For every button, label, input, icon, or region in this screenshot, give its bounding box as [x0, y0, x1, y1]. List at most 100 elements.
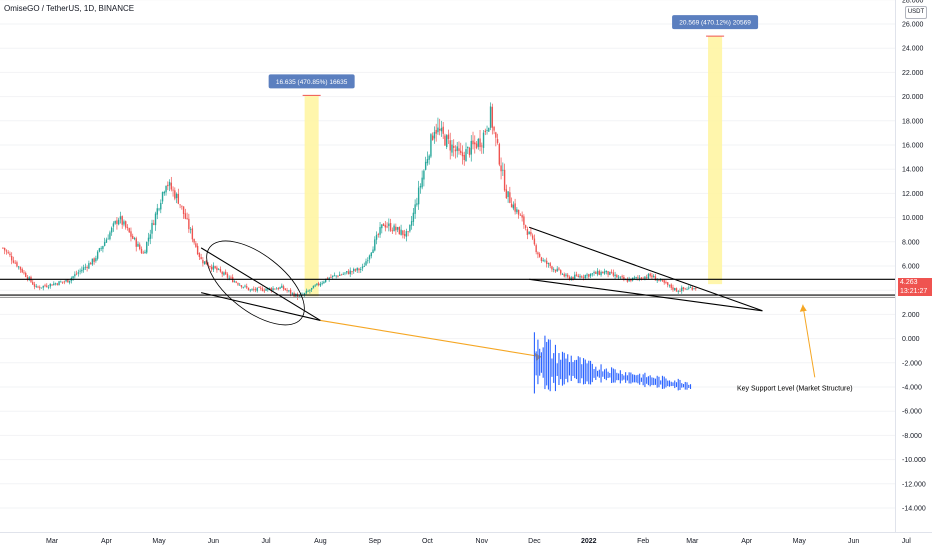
- y-tick-label: -8.000: [902, 433, 922, 440]
- y-tick-label: 10.000: [902, 215, 924, 222]
- candle-body: [410, 221, 413, 226]
- candle-body: [167, 184, 169, 187]
- candle-body: [196, 245, 199, 255]
- candle-body: [60, 281, 62, 283]
- candle-body: [242, 286, 244, 288]
- candle-body: [209, 266, 211, 268]
- candle-body: [279, 287, 281, 289]
- candle-body: [117, 219, 120, 225]
- wedge-lower-line-right: [529, 278, 763, 312]
- x-tick-label: Mar: [46, 538, 59, 545]
- candle-body: [375, 234, 378, 240]
- candle-body: [679, 290, 681, 292]
- candle-body: [563, 274, 565, 277]
- candle-body: [635, 277, 637, 278]
- candle-body: [449, 140, 451, 151]
- candle-body: [454, 149, 457, 152]
- candle-body: [588, 274, 590, 277]
- candle-body: [32, 282, 34, 285]
- candle-body: [335, 275, 337, 277]
- candle-body: [584, 275, 586, 278]
- candle-body: [163, 191, 165, 194]
- candle-body: [153, 223, 155, 225]
- candle-body: [502, 169, 504, 171]
- candle-body: [475, 143, 478, 149]
- candle-body: [193, 238, 195, 243]
- candle-body: [130, 231, 132, 237]
- candle-body: [689, 287, 692, 289]
- candle-body: [202, 259, 204, 264]
- candle-body: [633, 277, 636, 279]
- candle-body: [665, 282, 667, 284]
- candle-body: [174, 190, 176, 199]
- candle-body: [249, 289, 251, 291]
- candle-body: [184, 213, 187, 219]
- candle-body: [151, 222, 153, 234]
- currency-badge[interactable]: USDT: [905, 6, 927, 19]
- candle-body: [598, 271, 601, 275]
- y-tick-label: 8.000: [902, 239, 920, 246]
- candle-body: [82, 267, 85, 271]
- candle-body: [416, 203, 418, 205]
- candle-body: [514, 203, 516, 212]
- candle-body: [503, 169, 506, 191]
- candle-body: [274, 288, 276, 290]
- candle-body: [344, 272, 346, 274]
- candle-body: [424, 161, 427, 170]
- y-tick-label: -14.000: [902, 506, 926, 513]
- candle-body: [524, 225, 527, 228]
- x-tick-label: Jun: [208, 538, 219, 545]
- x-tick-label: Apr: [101, 538, 113, 545]
- candle-body: [616, 275, 618, 278]
- candle-body: [326, 278, 329, 280]
- candle-body: [474, 142, 476, 145]
- candle-body: [638, 277, 641, 279]
- candle-body: [479, 138, 481, 148]
- candle-body: [40, 287, 43, 289]
- candle-body: [107, 238, 109, 240]
- candle-body: [619, 276, 622, 278]
- candle-body: [458, 148, 460, 151]
- candle-body: [251, 289, 253, 290]
- candle-body: [414, 204, 416, 214]
- candle-body: [161, 192, 164, 202]
- candle-body: [44, 285, 46, 287]
- candle-body: [305, 290, 308, 294]
- measure-label-bg-2: [672, 15, 759, 30]
- candle-body: [244, 285, 246, 287]
- candle-body: [277, 288, 280, 290]
- candle-body: [198, 253, 201, 257]
- candle-body: [272, 288, 274, 291]
- y-tick-label: 24.000: [902, 46, 924, 53]
- candle-body: [221, 271, 223, 275]
- candle-body: [133, 238, 136, 240]
- candle-body: [321, 282, 323, 284]
- candle-body: [623, 276, 625, 280]
- candle-body: [570, 277, 572, 280]
- candle-body: [610, 271, 613, 273]
- candles-layer: [2, 102, 697, 300]
- candle-body: [500, 165, 502, 172]
- candle-body: [607, 271, 609, 275]
- candle-body: [61, 281, 64, 283]
- x-tick-label: Oct: [422, 538, 433, 545]
- y-tick-label: -6.000: [902, 409, 922, 416]
- candle-body: [368, 255, 371, 260]
- candle-body: [431, 135, 434, 141]
- candle-body: [328, 277, 330, 279]
- candle-body: [484, 130, 486, 133]
- candle-body: [333, 275, 336, 277]
- candle-body: [310, 288, 313, 290]
- candle-body: [528, 231, 530, 235]
- candle-body: [654, 276, 657, 281]
- candle-body: [112, 223, 115, 227]
- candle-body: [512, 204, 515, 209]
- candle-body: [214, 266, 216, 268]
- wedge-upper-line-left: [200, 247, 321, 321]
- candle-body: [658, 280, 660, 281]
- last-price-tag: 4.263: [898, 278, 932, 288]
- support-arrow: [802, 304, 816, 378]
- candle-body: [572, 276, 574, 279]
